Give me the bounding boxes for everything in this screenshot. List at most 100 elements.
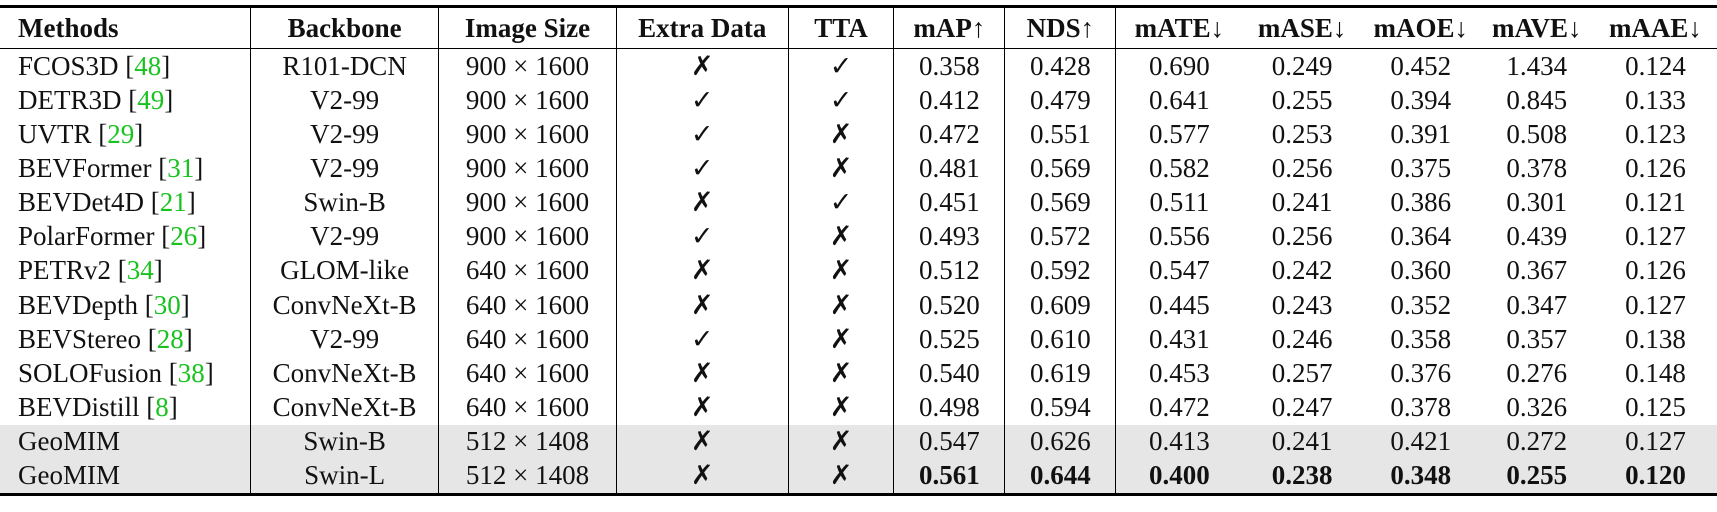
map-cell: 0.525 <box>893 322 1006 357</box>
citation-link[interactable]: 8 <box>155 391 169 422</box>
header-nds: NDS↑ <box>1004 6 1117 49</box>
backbone-cell: ConvNeXt-B <box>250 356 440 391</box>
nds-cell: 0.619 <box>1004 356 1117 391</box>
mase-cell: 0.255 <box>1271 84 1333 115</box>
mave-cell: 0.276 <box>1506 357 1568 388</box>
citation-link[interactable]: 28 <box>156 323 184 354</box>
method-name: PolarFormer <box>18 221 155 252</box>
citation-link[interactable]: 34 <box>126 255 154 286</box>
method-cell: BEVDistill [8] <box>0 390 251 425</box>
image-size-cell: 640 × 1600 <box>438 253 617 288</box>
table-row: BEVStereo [28] V2-99 640 × 1600 ✓ ✗ 0.525 0.61… <box>0 322 1717 357</box>
tta-cell: ✓ <box>788 48 895 84</box>
header-backbone: Backbone <box>250 6 440 49</box>
mate-cell: 0.453 <box>1148 357 1210 388</box>
map-cell: 0.451 <box>893 185 1006 220</box>
image-size-cell: 512 × 1408 <box>438 424 617 459</box>
mave-cell: 0.378 <box>1506 152 1568 183</box>
citation-link[interactable]: 48 <box>134 50 162 81</box>
method-name: BEVStereo <box>18 323 141 354</box>
method-cell: BEVDet4D [21] <box>0 185 251 220</box>
extra-data-cell: ✗ <box>616 185 789 220</box>
backbone-cell: V2-99 <box>250 117 440 152</box>
method-name: FCOS3D <box>18 50 119 81</box>
nds-cell: 0.594 <box>1004 390 1117 425</box>
citation-link[interactable]: 49 <box>137 84 165 115</box>
maoe-cell: 0.360 <box>1390 255 1452 286</box>
extra-data-cell: ✗ <box>616 390 789 425</box>
table-row: UVTR [29] V2-99 900 × 1600 ✓ ✗ 0.472 0.551 0.57… <box>0 117 1717 152</box>
maoe-cell: 0.386 <box>1390 187 1452 218</box>
maoe-cell: 0.364 <box>1390 221 1452 252</box>
tta-cell: ✗ <box>788 390 895 425</box>
extra-data-cell: ✗ <box>616 424 789 459</box>
method-name: UVTR <box>18 118 92 149</box>
method-cell: UVTR [29] <box>0 117 251 152</box>
extra-data-cell: ✓ <box>616 83 789 118</box>
tta-cell: ✗ <box>788 287 895 323</box>
method-name: PETRv2 <box>18 255 112 286</box>
mase-cell: 0.242 <box>1271 255 1333 286</box>
maae-cell: 0.133 <box>1625 84 1686 115</box>
header-extra-data: Extra Data <box>616 6 789 49</box>
method-name: GeoMIM <box>18 460 120 491</box>
mase-cell: 0.257 <box>1271 357 1333 388</box>
method-name: BEVDistill <box>18 391 140 422</box>
mave-cell: 0.357 <box>1506 323 1568 354</box>
method-name: SOLOFusion <box>18 357 163 388</box>
map-cell: 0.412 <box>893 83 1006 118</box>
citation-link[interactable]: 38 <box>177 357 205 388</box>
table-row: GeoMIM Swin-L 512 × 1408 ✗ ✗ 0.561 0.644 0.400 0… <box>0 458 1717 495</box>
image-size-cell: 900 × 1600 <box>438 151 617 186</box>
nds-cell: 0.644 <box>1004 458 1117 495</box>
maoe-cell: 0.358 <box>1390 323 1452 354</box>
table-row: FCOS3D [48] R101-DCN 900 × 1600 ✗ ✓ 0.358 0.42… <box>0 48 1717 84</box>
maoe-cell: 0.375 <box>1390 152 1452 183</box>
image-size-cell: 900 × 1600 <box>438 48 617 84</box>
map-cell: 0.547 <box>893 424 1006 459</box>
citation-link[interactable]: 30 <box>153 289 181 320</box>
tta-cell: ✓ <box>788 185 895 220</box>
mate-cell: 0.511 <box>1149 187 1210 218</box>
tta-cell: ✗ <box>788 356 895 391</box>
nds-cell: 0.592 <box>1004 253 1117 288</box>
table-row: SOLOFusion [38] ConvNeXt-B 640 × 1600 ✗ ✗ 0.5… <box>0 356 1717 391</box>
image-size-cell: 640 × 1600 <box>438 287 617 323</box>
extra-data-cell: ✗ <box>616 48 789 84</box>
maae-cell: 0.121 <box>1625 187 1686 218</box>
backbone-cell: Swin-B <box>250 424 440 459</box>
tta-cell: ✗ <box>788 253 895 288</box>
header-methods: Methods <box>0 6 251 49</box>
mase-cell: 0.247 <box>1271 391 1333 422</box>
table-row: GeoMIM Swin-B 512 × 1408 ✗ ✗ 0.547 0.626 0.413 0… <box>0 424 1717 459</box>
table-row: BEVDepth [30] ConvNeXt-B 640 × 1600 ✗ ✗ 0.520… <box>0 287 1717 323</box>
mave-cell: 0.347 <box>1506 289 1568 320</box>
method-cell: SOLOFusion [38] <box>0 356 251 391</box>
results-table: Methods Backbone Image Size Extra Data T… <box>0 5 1717 496</box>
table-row: BEVFormer [31] V2-99 900 × 1600 ✓ ✗ 0.481 0.56… <box>0 151 1717 186</box>
method-name: GeoMIM <box>18 426 120 457</box>
citation-link[interactable]: 21 <box>159 187 187 218</box>
mase-cell: 0.253 <box>1271 118 1333 149</box>
mate-cell: 0.641 <box>1148 84 1210 115</box>
method-cell: GeoMIM <box>0 458 251 495</box>
extra-data-cell: ✗ <box>616 356 789 391</box>
citation-link[interactable]: 29 <box>107 118 135 149</box>
tta-cell: ✗ <box>788 458 895 495</box>
nds-cell: 0.428 <box>1004 48 1117 84</box>
backbone-cell: V2-99 <box>250 83 440 118</box>
method-cell: PETRv2 [34] <box>0 253 251 288</box>
extra-data-cell: ✓ <box>616 219 789 254</box>
nds-cell: 0.569 <box>1004 185 1117 220</box>
image-size-cell: 640 × 1600 <box>438 390 617 425</box>
mave-cell: 0.508 <box>1506 118 1568 149</box>
mave-cell: 0.255 <box>1479 458 1594 495</box>
citation-link[interactable]: 31 <box>167 152 195 183</box>
citation-link[interactable]: 26 <box>170 221 198 252</box>
extra-data-cell: ✗ <box>616 287 789 323</box>
method-name: BEVDepth <box>18 289 138 320</box>
mase-cell: 0.246 <box>1271 323 1333 354</box>
extra-data-cell: ✗ <box>616 458 789 495</box>
table-row: PETRv2 [34] GLOM-like 640 × 1600 ✗ ✗ 0.512 0.5… <box>0 253 1717 288</box>
